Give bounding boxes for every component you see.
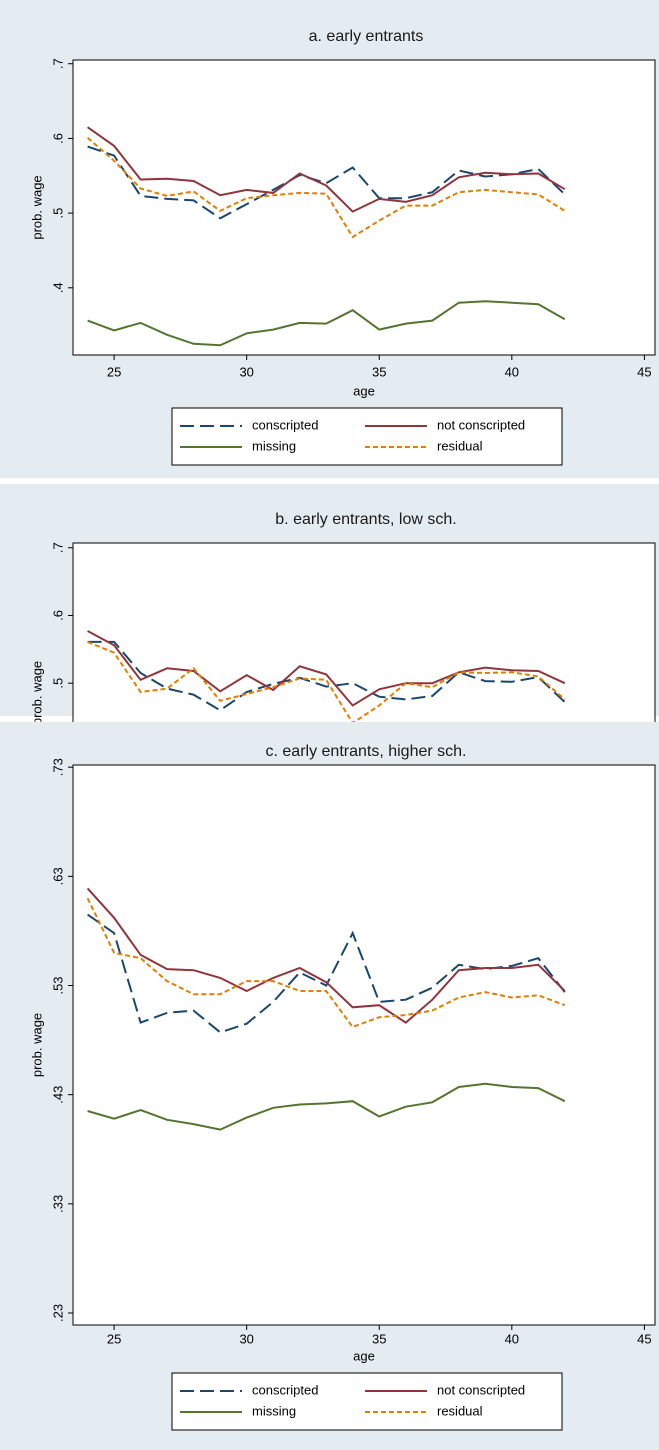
y-tick-label: .7 — [50, 542, 65, 553]
y-tick-label: .6 — [50, 610, 65, 621]
x-tick-label: 40 — [505, 364, 519, 379]
series-line — [87, 913, 566, 1034]
plot-area — [72, 59, 656, 356]
series-line — [87, 640, 566, 712]
chart-title: a. early entrants — [309, 28, 424, 45]
y-tick-label: .4 — [50, 282, 65, 293]
legend-label: residual — [437, 438, 483, 453]
series-line — [87, 300, 566, 347]
x-tick-label: 40 — [505, 1331, 519, 1346]
x-tick-label: 45 — [637, 364, 651, 379]
series-line — [87, 1082, 566, 1131]
series-line — [87, 630, 566, 707]
y-tick-label: .63 — [50, 867, 65, 885]
y-tick-label: .6 — [50, 133, 65, 144]
x-tick-label: 25 — [107, 364, 121, 379]
y-tick-label: .43 — [50, 1086, 65, 1104]
y-tick-label: .73 — [50, 758, 65, 776]
y-tick-label: .5 — [50, 678, 65, 689]
series-line — [87, 640, 566, 725]
chart-title: b. early entrants, low sch. — [275, 511, 456, 528]
x-axis-label: age — [353, 1348, 375, 1363]
x-axis-label: age — [353, 383, 375, 398]
x-tick-label: 35 — [372, 364, 386, 379]
series-line — [86, 136, 566, 239]
x-tick-label: 45 — [637, 1331, 651, 1346]
legend-label: residual — [437, 1403, 483, 1418]
legend-box — [171, 407, 563, 466]
series-line — [87, 145, 566, 220]
y-axis-label: prob. wage — [29, 1013, 44, 1077]
series-line — [87, 126, 566, 213]
series-line — [86, 897, 566, 1029]
legend-label: not conscripted — [437, 1382, 525, 1397]
legend-label: missing — [252, 1403, 296, 1418]
y-tick-label: .53 — [50, 976, 65, 994]
x-tick-label: 30 — [239, 364, 253, 379]
x-tick-label: 30 — [239, 1331, 253, 1346]
legend-label: conscripted — [252, 1382, 318, 1397]
series-line — [86, 887, 566, 1024]
y-axis-label: prob. wage — [29, 661, 44, 725]
y-tick-label: .23 — [50, 1304, 65, 1322]
legend-box — [171, 1372, 563, 1431]
legend-label: conscripted — [252, 417, 318, 432]
y-tick-label: .7 — [50, 58, 65, 69]
legend-label: not conscripted — [437, 417, 525, 432]
y-tick-label: .33 — [50, 1195, 65, 1213]
x-tick-label: 35 — [372, 1331, 386, 1346]
chart-title: c. early entrants, higher sch. — [266, 743, 467, 760]
y-axis-label: prob. wage — [29, 175, 44, 239]
plot-area — [72, 764, 656, 1326]
x-tick-label: 25 — [107, 1331, 121, 1346]
legend-label: missing — [252, 438, 296, 453]
y-tick-label: .5 — [50, 208, 65, 219]
